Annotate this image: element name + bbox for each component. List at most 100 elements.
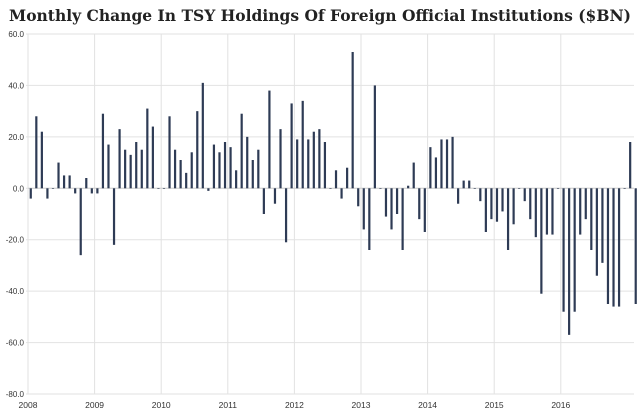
bar: [512, 188, 515, 225]
bar: [629, 142, 632, 189]
bar: [445, 139, 449, 189]
bar: [79, 188, 82, 256]
bar: [68, 175, 71, 189]
bar: [623, 188, 626, 189]
x-tick-label: 2014: [418, 400, 437, 410]
bar: [90, 188, 93, 194]
bar: [473, 188, 476, 189]
bar: [484, 188, 487, 232]
bar: [606, 188, 610, 304]
bar: [40, 131, 43, 189]
bar: [235, 170, 238, 189]
y-tick-label: -20.0: [6, 236, 25, 245]
bar: [279, 129, 282, 189]
y-tick-label: -80.0: [6, 390, 25, 399]
bar: [390, 188, 393, 230]
bar: [556, 188, 560, 189]
bar: [301, 100, 304, 189]
bar: [401, 188, 404, 250]
bar: [129, 154, 132, 189]
bar: [579, 188, 582, 235]
y-tick-label: 60.0: [8, 30, 24, 39]
y-tick-label: 20.0: [8, 133, 24, 142]
bar: [157, 188, 160, 189]
bar: [140, 149, 143, 189]
x-axis: 2008 2009 2010 2011 2012 2013 2014 2015 2016: [19, 400, 571, 410]
bar: [590, 188, 593, 250]
bar: [51, 188, 55, 189]
bar: [118, 129, 121, 189]
bar: [223, 142, 227, 189]
bar: [357, 188, 360, 207]
x-tick-label: 2015: [485, 400, 504, 410]
bar: [362, 188, 365, 230]
bar: [218, 152, 221, 189]
bar: [185, 172, 188, 189]
y-tick-label: -40.0: [6, 287, 25, 296]
x-tick-label: 2012: [285, 400, 304, 410]
y-tick-label: 0.0: [13, 184, 25, 193]
bar: [457, 188, 460, 204]
bar: [568, 188, 571, 335]
bar: [423, 188, 426, 232]
bar: [373, 85, 376, 189]
bar: [501, 188, 504, 212]
bar: [368, 188, 371, 250]
bar: [179, 160, 182, 189]
bar: [107, 144, 110, 189]
bar: [35, 116, 38, 189]
bar: [451, 136, 454, 189]
y-tick-label: 40.0: [8, 81, 24, 90]
bar: [74, 188, 77, 194]
bar: [384, 188, 388, 217]
bars: [29, 52, 637, 335]
bar: [379, 188, 382, 189]
gridlines: [26, 33, 634, 395]
x-tick-label: 2011: [219, 400, 238, 410]
bar: [146, 108, 149, 189]
bar: [262, 188, 265, 214]
x-tick-label: 2010: [152, 400, 171, 410]
bar: [462, 180, 465, 189]
bar: [212, 144, 216, 189]
bar: [196, 111, 199, 189]
bar: [162, 188, 166, 189]
bar: [584, 188, 587, 220]
bar: [46, 188, 49, 199]
bar: [595, 188, 598, 276]
bar: [334, 170, 338, 189]
y-tick-label: -60.0: [6, 339, 25, 348]
bar: [62, 175, 66, 189]
bar: [290, 103, 293, 189]
x-tick-label: 2016: [551, 400, 570, 410]
bar: [523, 188, 526, 202]
bar: [96, 188, 99, 194]
bar: [479, 188, 482, 202]
bar: [257, 149, 260, 189]
bar: [273, 188, 277, 204]
bar: [340, 188, 343, 199]
x-tick-label: 2008: [19, 400, 38, 410]
bar: [307, 139, 310, 189]
y-axis: 60.0 40.0 20.0 0.0 -20.0 -40.0 -60.0 -80.0: [6, 30, 25, 399]
bar: [296, 139, 299, 189]
bar: [601, 188, 604, 263]
bar: [440, 139, 443, 189]
bar: [268, 90, 271, 189]
bar: [562, 188, 565, 312]
bar: [573, 188, 576, 312]
bar: [329, 188, 332, 189]
bar: [617, 188, 621, 307]
bar: [518, 188, 521, 189]
bar: [207, 188, 210, 191]
bar: [323, 142, 327, 189]
bar: [168, 116, 171, 189]
bar: [151, 126, 154, 189]
bar: [284, 188, 288, 243]
bar: [135, 142, 138, 189]
bar: [434, 157, 438, 189]
bar: [346, 167, 349, 189]
bar: [246, 136, 249, 189]
bar: [407, 185, 410, 189]
